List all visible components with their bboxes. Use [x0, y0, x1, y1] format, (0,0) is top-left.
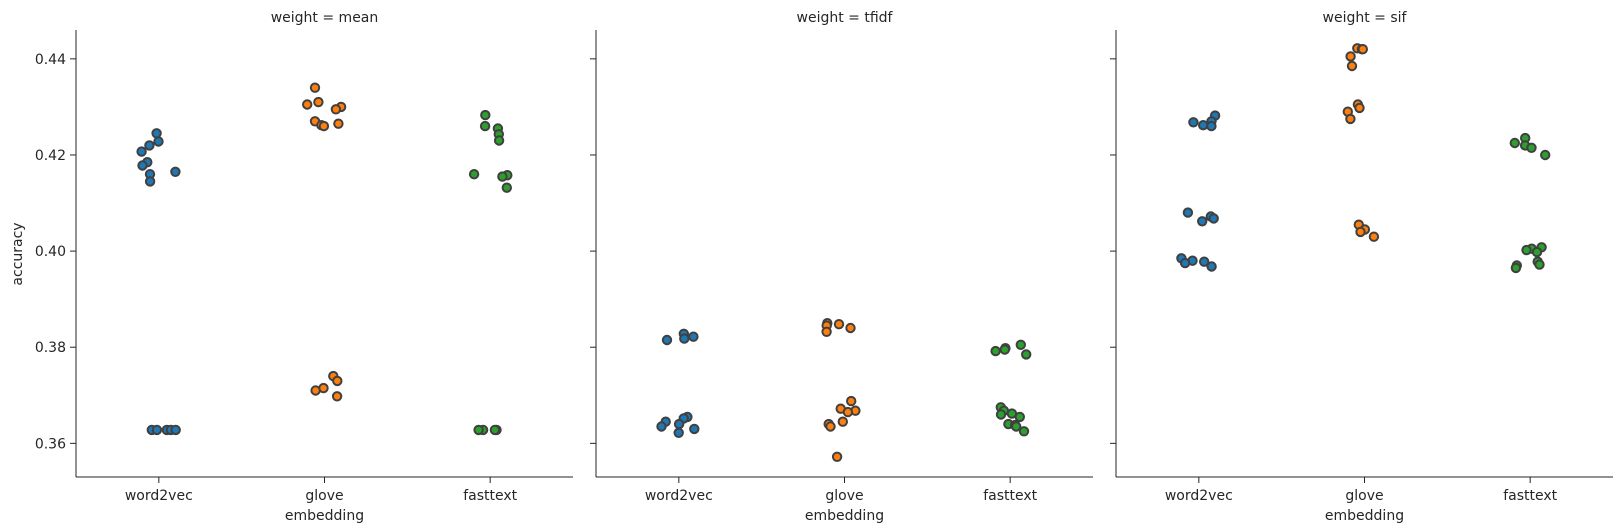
- data-point-fasttext: [489, 424, 501, 436]
- data-point-word2vec: [1188, 117, 1199, 128]
- data-point-word2vec: [1199, 256, 1210, 267]
- data-point-word2vec: [673, 418, 685, 430]
- data-point-word2vec: [144, 176, 156, 187]
- data-point-fasttext: [1015, 339, 1026, 350]
- data-point-glove: [842, 406, 854, 418]
- data-point-word2vec: [661, 334, 673, 346]
- data-point-glove: [1354, 102, 1365, 114]
- data-point-fasttext: [995, 409, 1007, 420]
- data-point-fasttext: [1540, 149, 1551, 161]
- data-point-fasttext: [497, 171, 508, 182]
- data-point-word2vec: [1206, 120, 1217, 132]
- data-point-glove: [330, 104, 342, 115]
- data-point-glove: [1345, 51, 1356, 62]
- data-point-fasttext: [1526, 142, 1537, 154]
- y-tick-label: 0.44: [35, 52, 66, 68]
- data-point-fasttext: [990, 345, 1001, 357]
- data-point-glove: [825, 421, 836, 432]
- data-point-glove: [845, 322, 856, 334]
- data-point-word2vec: [656, 421, 667, 432]
- data-point-glove: [837, 416, 848, 427]
- x-axis-label: embedding: [1325, 508, 1404, 524]
- data-point-glove: [821, 326, 832, 337]
- data-point-fasttext: [479, 120, 491, 132]
- y-axis-label: accuracy: [10, 222, 26, 285]
- x-tick-label: word2vec: [1165, 488, 1233, 504]
- x-tick-label: fasttext: [463, 488, 517, 504]
- data-point-word2vec: [689, 423, 700, 435]
- data-point-glove: [313, 96, 324, 108]
- y-tick-label: 0.36: [35, 436, 66, 452]
- y-tick-label: 0.42: [35, 148, 66, 164]
- data-point-fasttext: [1510, 262, 1522, 274]
- data-point-word2vec: [1179, 257, 1191, 269]
- data-point-fasttext: [999, 344, 1010, 355]
- data-point-fasttext: [501, 182, 512, 193]
- data-point-fasttext: [480, 109, 491, 121]
- data-point-fasttext: [468, 169, 480, 180]
- data-point-word2vec: [1198, 120, 1209, 131]
- x-tick-label: fasttext: [1503, 488, 1557, 504]
- data-point-fasttext: [493, 135, 505, 146]
- data-point-glove: [1355, 226, 1366, 238]
- x-tick-label: fasttext: [983, 488, 1037, 504]
- x-tick-label: word2vec: [645, 488, 713, 504]
- data-point-word2vec: [688, 331, 699, 342]
- panel-title: weight = tfidf: [797, 10, 894, 26]
- x-axis-label: embedding: [805, 508, 884, 524]
- x-tick-label: word2vec: [125, 488, 193, 504]
- data-point-glove: [846, 395, 857, 407]
- data-point-fasttext: [473, 424, 484, 436]
- data-point-word2vec: [1206, 261, 1217, 272]
- data-point-word2vec: [153, 136, 164, 147]
- x-tick-label: glove: [1345, 488, 1383, 504]
- data-point-glove: [332, 375, 343, 387]
- data-point-glove: [833, 319, 845, 330]
- data-point-fasttext: [1014, 411, 1025, 423]
- y-tick-label: 0.38: [35, 340, 66, 356]
- data-point-word2vec: [151, 128, 162, 139]
- data-point-word2vec: [679, 333, 690, 344]
- data-point-word2vec: [136, 146, 147, 157]
- x-tick-label: glove: [825, 488, 863, 504]
- data-point-word2vec: [170, 166, 181, 178]
- data-point-word2vec: [1197, 216, 1208, 227]
- data-point-glove: [1368, 231, 1380, 242]
- x-tick-label: glove: [305, 488, 343, 504]
- data-point-glove: [318, 120, 330, 132]
- data-point-fasttext: [1531, 246, 1543, 258]
- data-point-fasttext: [1020, 349, 1032, 360]
- panel-3: weight = sif word2vec glove fasttext embeddi…: [1110, 10, 1613, 524]
- panel-1: weight = mean 0.36 0.38 0.40 0.42 0.44 word2ve…: [35, 10, 573, 524]
- data-point-glove: [1346, 60, 1358, 72]
- data-point-word2vec: [151, 424, 163, 436]
- x-axis-label: embedding: [285, 508, 364, 524]
- data-point-fasttext: [1018, 426, 1030, 437]
- data-point-word2vec: [137, 160, 148, 171]
- data-point-word2vec: [1208, 213, 1219, 224]
- data-point-fasttext: [1521, 244, 1532, 256]
- panel-2: weight = tfidf word2vec glove fasttext embed…: [590, 10, 1093, 524]
- data-point-fasttext: [1509, 137, 1521, 149]
- panel-title: weight = sif: [1323, 10, 1408, 26]
- data-point-glove: [1345, 113, 1356, 125]
- data-point-word2vec: [673, 427, 684, 438]
- data-point-glove: [309, 82, 321, 93]
- data-point-glove: [1357, 44, 1369, 55]
- data-point-glove: [831, 451, 843, 462]
- data-point-glove: [310, 385, 321, 396]
- data-point-word2vec: [170, 424, 181, 436]
- data-point-glove: [333, 118, 344, 129]
- data-point-glove: [331, 391, 343, 402]
- data-point-fasttext: [1534, 259, 1545, 270]
- data-point-glove: [302, 99, 313, 110]
- data-point-word2vec: [144, 140, 155, 151]
- y-tick-label: 0.40: [35, 244, 66, 260]
- panel-title: weight = mean: [271, 10, 379, 26]
- data-point-fasttext: [1011, 421, 1022, 432]
- panels: weight = mean 0.36 0.38 0.40 0.42 0.44 word2ve…: [35, 10, 1613, 524]
- data-point-word2vec: [1182, 207, 1194, 218]
